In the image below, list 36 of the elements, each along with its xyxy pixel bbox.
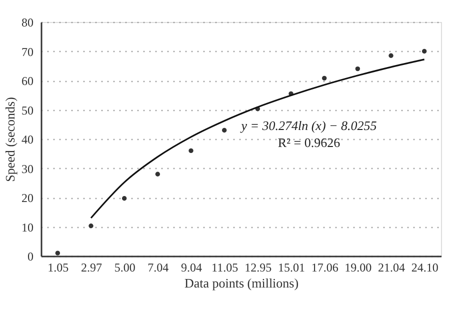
point — [122, 196, 127, 201]
point — [88, 224, 94, 228]
x-tick-label: 21.04 — [378, 260, 405, 274]
x-tick-label: 9.04 — [181, 260, 202, 274]
x-tick-label: 7.04 — [148, 260, 169, 274]
x-tick-label: 17.06 — [311, 260, 338, 274]
point — [388, 53, 394, 58]
point — [322, 76, 327, 80]
y-tick-label: 20 — [22, 191, 34, 205]
x-axis-title: Data points (millions) — [184, 276, 299, 290]
point — [422, 48, 427, 54]
y-tick-label: 30 — [22, 162, 34, 176]
y-tick-label: 80 — [22, 16, 34, 30]
point — [188, 148, 194, 154]
point — [222, 128, 227, 133]
x-tick-label: 11.05 — [212, 260, 238, 274]
x-tick-label: 1.05 — [48, 260, 69, 274]
x-tick-label: 19.00 — [344, 260, 372, 274]
annotation: y = 30.274ln (x) − 8.0255 — [239, 118, 378, 133]
y-tick-label: 10 — [22, 220, 34, 234]
y-tick-label: 40 — [22, 132, 34, 146]
x-tick-label: 24.10 — [411, 260, 438, 274]
y-tick-label: 0 — [28, 250, 34, 264]
y-tick-label: 70 — [22, 44, 34, 59]
point — [155, 172, 160, 176]
x-tick-label: 15.01 — [278, 260, 305, 274]
x-tick-label: 5.00 — [114, 260, 136, 274]
x-tick-label: 12.95 — [244, 260, 272, 274]
annotation: R² = 0.9626 — [278, 135, 341, 150]
y-tick-label: 60 — [22, 74, 34, 88]
y-tick-label: 50 — [22, 103, 34, 118]
line-series — [90, 58, 426, 219]
y-axis-title: Speed (seconds) — [2, 97, 18, 182]
x-tick-label: 2.97 — [81, 260, 102, 274]
point — [55, 250, 60, 256]
point — [355, 66, 360, 72]
